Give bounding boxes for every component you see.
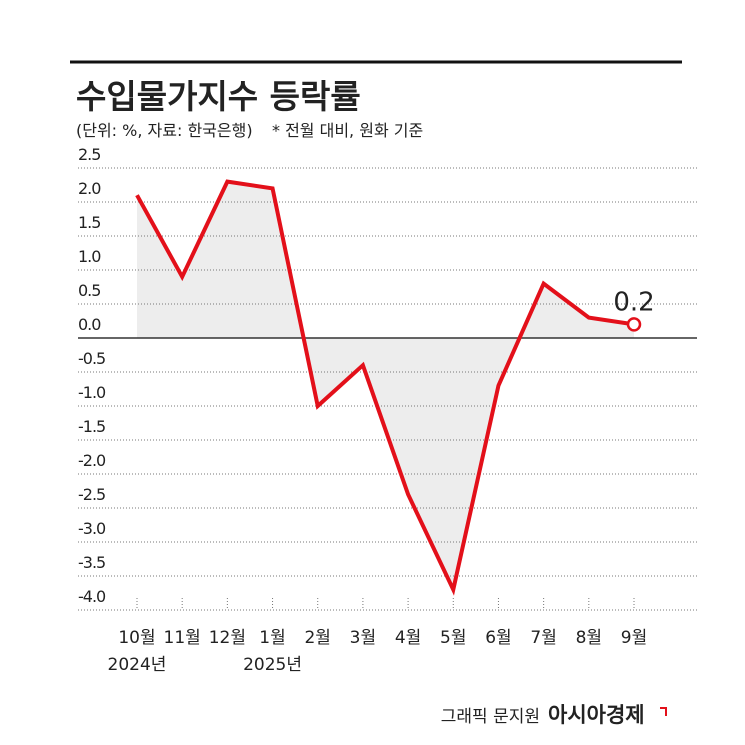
x-tick-label: 10월 [118, 628, 155, 648]
source: 그래픽 문지원 [441, 707, 540, 727]
year-label: 2024년 [108, 655, 167, 675]
y-tick-label: 2.0 [78, 179, 101, 198]
subtitle: (단위: %, 자료: 한국은행) [76, 121, 253, 140]
y-tick-label: 2.5 [78, 145, 100, 164]
x-tick-label: 4월 [395, 628, 421, 648]
x-tick-label: 11월 [164, 628, 201, 648]
end-point [626, 317, 642, 332]
year-label: 2025년 [243, 655, 302, 675]
y-tick-label: -0.5 [78, 349, 105, 368]
y-tick-label: -1.5 [78, 417, 105, 436]
x-tick-label: 5월 [440, 628, 466, 648]
y-tick-label: 1.5 [78, 213, 100, 232]
x-tick-label: 1월 [259, 628, 285, 648]
x-tick-label: 12월 [209, 628, 246, 648]
chart-title: 수입물가지수 등락률 [76, 77, 361, 116]
publisher: 아시아경제 [548, 703, 645, 727]
line [135, 179, 635, 596]
x-tick-label: 9월 [621, 628, 647, 648]
y-tick-label: -4.0 [78, 587, 106, 606]
y-tick-label: 0.0 [78, 315, 101, 334]
logo-mark [660, 707, 667, 716]
value-label: 0.2 [613, 287, 654, 317]
area [137, 181, 634, 590]
x-tick-label: 8월 [576, 628, 602, 648]
y-tick-label: 1.0 [78, 247, 101, 266]
note: * 전월 대비, 원화 기준 [272, 121, 423, 140]
x-tick-label: 6월 [485, 628, 511, 648]
y-tick-label: -1.0 [78, 383, 106, 402]
y-tick-label: -2.5 [78, 485, 105, 504]
y-tick-label: 0.5 [78, 281, 100, 300]
x-tick-label: 7월 [530, 628, 556, 648]
y-tick-label: -3.5 [78, 553, 105, 572]
y-tick-label: -3.0 [78, 519, 106, 538]
x-tick-label: 2월 [304, 628, 330, 648]
y-tick-label: -2.0 [78, 451, 106, 470]
x-tick-label: 3월 [350, 628, 376, 648]
